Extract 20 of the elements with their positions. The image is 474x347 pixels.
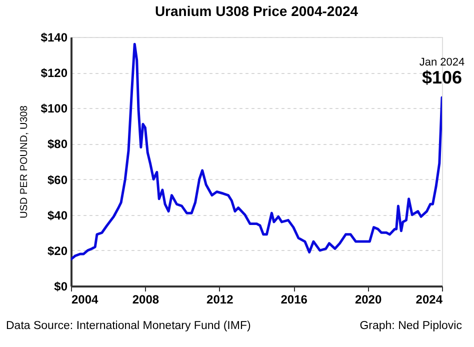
y-tick-label: $120 — [40, 66, 68, 80]
x-tick-label: 2024 — [416, 292, 443, 306]
y-tick-label: $40 — [47, 208, 68, 222]
y-tick-label: $100 — [40, 102, 68, 116]
source-note: Data Source: International Monetary Fund (IMF) — [6, 320, 251, 332]
x-tick-label: 2012 — [206, 292, 234, 306]
x-tick-label: 2020 — [354, 292, 382, 306]
x-tick-label: 2016 — [280, 292, 308, 306]
text: Graph: Ned Piplovic — [360, 320, 462, 332]
annotation: $106 — [422, 67, 462, 88]
y-tick-label: $80 — [47, 137, 68, 152]
y-tick-label: $140 — [40, 30, 68, 44]
x-tick-label: 2004 — [72, 292, 99, 306]
y-tick-label: $60 — [47, 172, 68, 187]
y-axis-title: USD PER POUND, U308 — [18, 105, 30, 218]
annotation: Jan 2024 — [419, 56, 465, 68]
chart-title: Uranium U308 Price 2004-2024 — [154, 3, 358, 19]
y-tick-label: $0 — [54, 280, 68, 294]
x-tick-label: 2008 — [132, 292, 160, 306]
y-tick-label: $20 — [47, 244, 68, 258]
